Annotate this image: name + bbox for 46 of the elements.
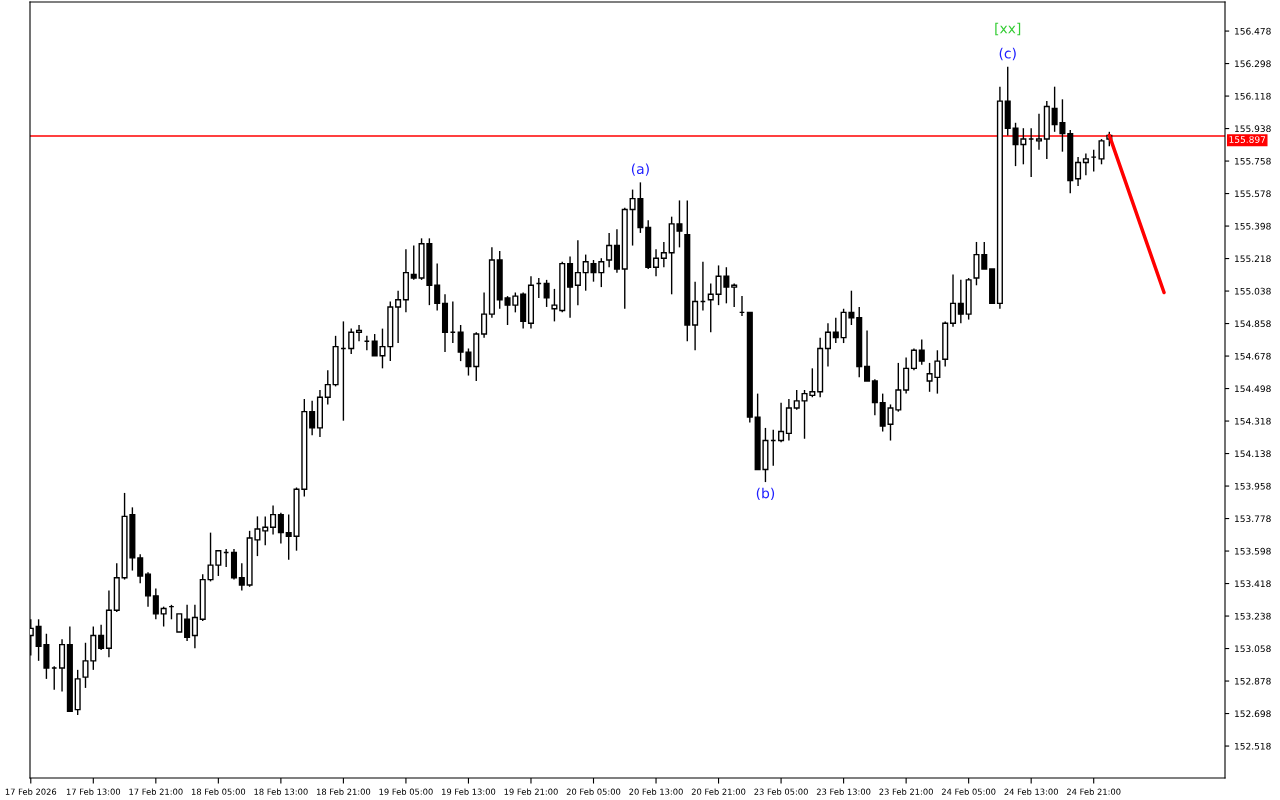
x-tick-label: 23 Feb 13:00 <box>816 788 871 795</box>
x-tick-label: 24 Feb 13:00 <box>1004 788 1058 795</box>
y-tick-label: 152.878 <box>1235 677 1271 685</box>
x-tick-label: 20 Feb 13:00 <box>629 788 683 795</box>
y-tick-label: 156.298 <box>1235 60 1271 68</box>
y-tick-label: 153.058 <box>1235 645 1271 653</box>
annotation: [xx] <box>995 22 1021 36</box>
x-tick-label: 19 Feb 13:00 <box>442 788 496 795</box>
y-tick-label: 154.498 <box>1235 385 1271 393</box>
y-tick-label: 153.238 <box>1235 612 1271 620</box>
y-tick-label: 155.758 <box>1235 157 1271 165</box>
y-tick-label: 155.038 <box>1235 287 1271 295</box>
x-tick-label: 24 Feb 05:00 <box>941 788 996 795</box>
y-tick-label: 152.698 <box>1235 710 1271 718</box>
y-tick-label: 155.938 <box>1235 125 1271 133</box>
y-tick-label: 153.958 <box>1235 482 1271 490</box>
x-tick-label: 23 Feb 21:00 <box>879 788 933 795</box>
ref-line-label: 155.897 <box>1229 136 1266 143</box>
x-tick-label: 23 Feb 05:00 <box>754 788 808 795</box>
x-tick-label: 18 Feb 21:00 <box>316 788 371 795</box>
y-tick-label: 154.318 <box>1235 417 1271 425</box>
x-tick-label: 20 Feb 05:00 <box>566 788 621 795</box>
x-tick-label: 17 Feb 13:00 <box>66 788 121 795</box>
annotation: (b) <box>756 487 775 501</box>
x-tick-label: 18 Feb 05:00 <box>191 788 246 795</box>
y-tick-label: 152.518 <box>1235 742 1271 750</box>
y-tick-label: 153.778 <box>1235 515 1271 523</box>
annotation: (c) <box>999 47 1016 61</box>
y-tick-label: 154.138 <box>1235 450 1271 458</box>
x-tick-label: 18 Feb 13:00 <box>254 788 308 795</box>
y-tick-label: 154.678 <box>1235 352 1271 360</box>
x-tick-label: 17 Feb 2026 <box>5 788 57 795</box>
y-tick-label: 156.118 <box>1235 92 1271 100</box>
x-tick-label: 19 Feb 05:00 <box>379 788 433 795</box>
y-tick-label: 155.218 <box>1235 255 1271 263</box>
y-tick-label: 154.858 <box>1235 320 1271 328</box>
y-tick-label: 155.398 <box>1235 222 1271 230</box>
x-tick-label: 20 Feb 21:00 <box>691 788 746 795</box>
y-tick-label: 153.598 <box>1235 547 1271 555</box>
y-tick-label: 155.578 <box>1235 190 1271 198</box>
y-tick-label: 153.418 <box>1235 580 1271 588</box>
x-tick-label: 24 Feb 21:00 <box>1066 788 1121 795</box>
x-tick-label: 19 Feb 21:00 <box>504 788 558 795</box>
annotation: (a) <box>631 163 649 176</box>
x-tick-label: 17 Feb 21:00 <box>129 788 183 795</box>
y-tick-label: 156.478 <box>1235 27 1271 35</box>
